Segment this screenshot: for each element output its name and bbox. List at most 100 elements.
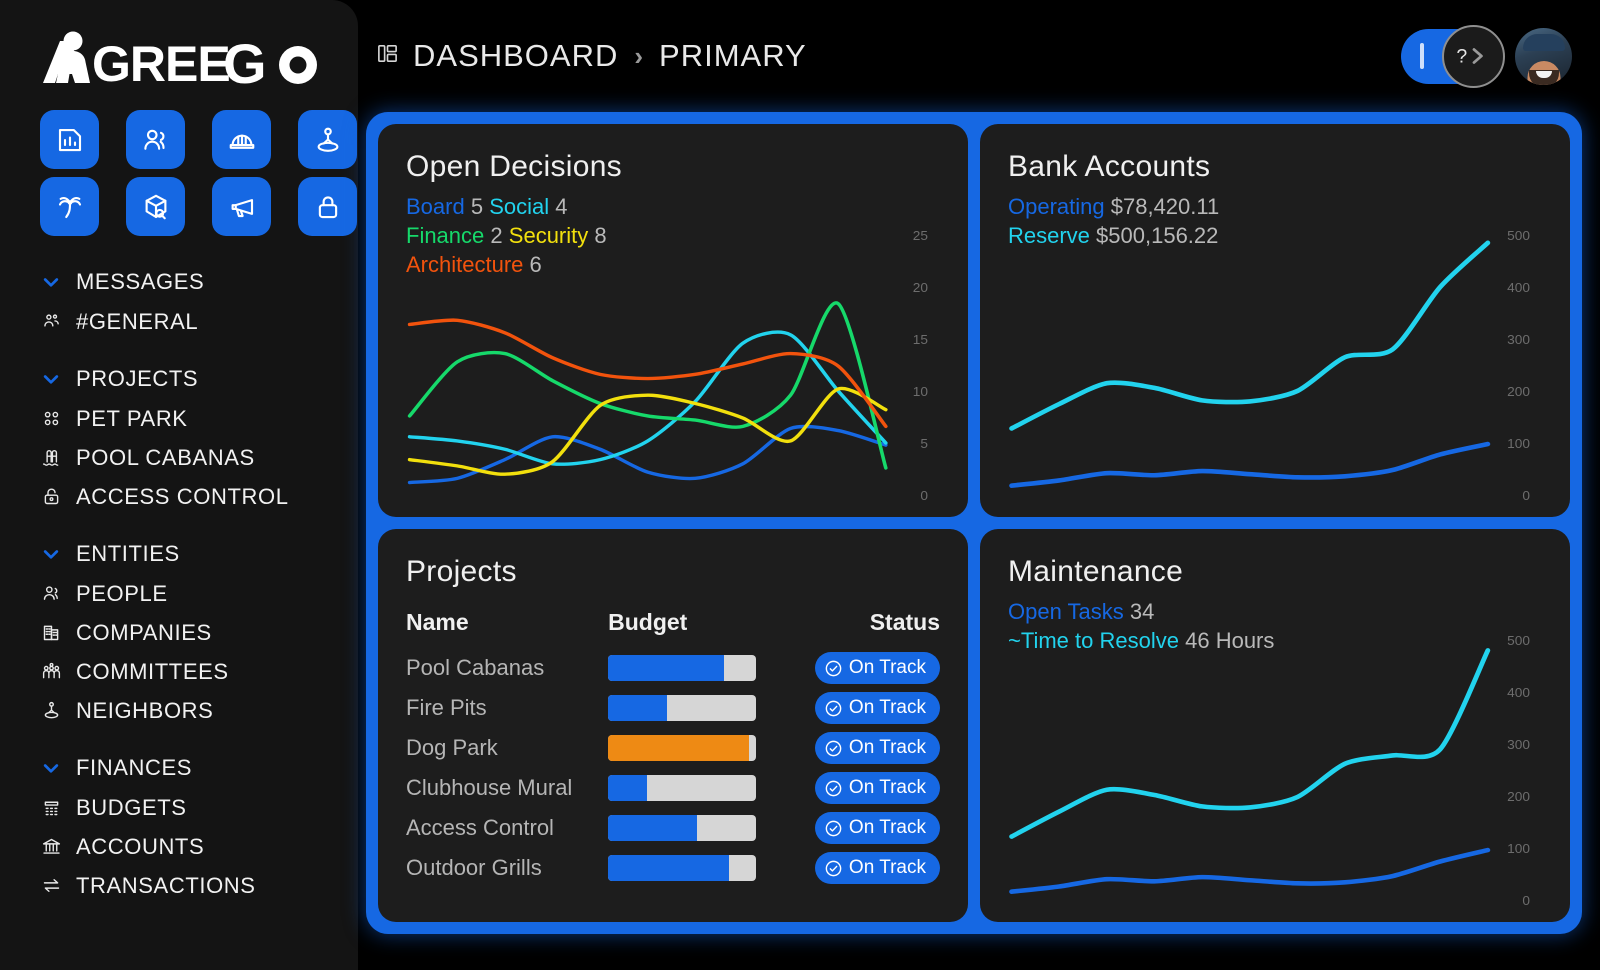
project-name: Fire Pits [406,695,487,720]
axis-tick-label: 200 [1507,384,1530,399]
help-toggle[interactable]: ? [1401,24,1505,88]
neighbor-icon[interactable] [298,110,357,169]
budget-bar [608,695,757,721]
status-badge[interactable]: On Track [814,852,940,884]
sidebar-item-pool-cabanas[interactable]: POOL CABANAS [40,438,358,477]
help-chevron-icon[interactable]: ? [1442,24,1505,88]
axis-tick-label: 25 [913,228,928,243]
cell-budget [608,808,788,848]
series-line [407,301,888,470]
chevron-down-icon [40,543,62,565]
nav-group-label: ENTITIES [76,541,180,566]
status-badge[interactable]: On Track [814,652,940,684]
legend-label-finance: Finance [406,223,485,249]
svg-text:GREE: GREE [92,36,230,87]
stat-row: Reserve $500,156.22 [1008,221,1542,250]
table-row[interactable]: Dog Park On Track [406,728,940,768]
budget-bar [608,855,757,881]
sidebar-item-access-control[interactable]: ACCESS CONTROL [40,477,358,516]
status-badge[interactable]: On Track [814,812,940,844]
legend-value-architecture: 6 [529,252,542,278]
sidebar-item-companies[interactable]: COMPANIES [40,613,358,652]
legend-value-finance: 2 [490,223,503,249]
stat-label-operating: Operating [1008,194,1105,219]
people-icon[interactable] [126,110,185,169]
nav-group-label: MESSAGES [76,269,205,294]
brand-logo[interactable]: GREE G [0,0,358,88]
svg-text:G: G [223,32,265,87]
avatar[interactable] [1515,27,1572,85]
sidebar-item-accounts[interactable]: ACCOUNTS [40,827,358,866]
cell-status: On Track [788,848,940,888]
sidebar-item-label: COMMITTEES [76,658,229,684]
axis-tick-label: 100 [1507,841,1530,856]
nav-group-entities: ENTITIES PEOPLE COMPANIES [40,534,358,730]
budget-bar-fill [608,815,697,841]
bank-accounts-chart: 0 100 200 300 400 500 [980,217,1570,517]
legend-value-security: 8 [594,223,607,249]
series-line [1009,648,1491,839]
sidebar-item-label: TRANSACTIONS [76,872,256,898]
breadcrumb-current: PRIMARY [659,38,807,73]
palm-tree-icon[interactable] [40,177,99,236]
stat-label-open-tasks: Open Tasks [1008,599,1124,624]
check-circle-icon [825,780,842,796]
nav-group-header-entities[interactable]: ENTITIES [40,534,358,574]
check-circle-icon [825,820,842,836]
lock-icon[interactable] [298,177,357,236]
table-header-row: Name Budget Status [406,609,940,648]
package-search-icon[interactable] [126,177,185,236]
status-badge[interactable]: On Track [814,772,940,804]
legend-row: Architecture 6 [406,250,940,279]
check-circle-icon [825,740,842,756]
table-row[interactable]: Clubhouse Mural On Track [406,768,940,808]
card-bank-accounts: Bank Accounts Operating $78,420.11 Reser… [980,124,1570,517]
sidebar-item-label: NEIGHBORS [76,697,214,723]
sidebar-item-transactions[interactable]: TRANSACTIONS [40,866,358,905]
sidebar-item-neighbors[interactable]: NEIGHBORS [40,691,358,730]
reports-icon[interactable] [40,110,99,169]
col-header-budget: Budget [608,609,688,635]
nav-group-header-messages[interactable]: MESSAGES [40,262,358,302]
axis-tick-label: 0 [1522,893,1530,908]
table-row[interactable]: Access Control On Track [406,808,940,848]
table-row[interactable]: Pool Cabanas On Track [406,648,940,688]
hard-hat-icon[interactable] [212,110,271,169]
legend-row: Finance 2 Security 8 [406,221,940,250]
nav-group-projects: PROJECTS PET PARK POOL CABANAS [40,359,358,516]
budget-bar-fill [608,855,730,881]
axis-tick-label: 10 [913,384,928,399]
sidebar-item-committees[interactable]: COMMITTEES [40,652,358,691]
axis-tick-label: 400 [1507,685,1530,700]
nav-group-header-projects[interactable]: PROJECTS [40,359,358,399]
legend-row: Board 5 Social 4 [406,192,940,221]
cell-status: On Track [788,768,940,808]
check-circle-icon [825,660,842,676]
pool-icon [40,447,62,469]
megaphone-icon[interactable] [212,177,271,236]
series-line [407,424,888,485]
stat-value-time-to-resolve: 46 Hours [1185,628,1275,654]
sidebar-item-people[interactable]: PEOPLE [40,574,358,613]
status-badge[interactable]: On Track [814,732,940,764]
card-open-decisions: Open Decisions Board 5 Social 4 Finance … [378,124,968,517]
budget-bar-fill [608,695,668,721]
cell-budget [608,848,788,888]
table-row[interactable]: Fire Pits On Track [406,688,940,728]
cell-budget [608,768,788,808]
table-row[interactable]: Outdoor Grills On Track [406,848,940,888]
sidebar-item-general[interactable]: #GENERAL [40,302,358,341]
cell-status: On Track [788,808,940,848]
status-label: On Track [848,657,926,678]
sidebar-item-pet-park[interactable]: PET PARK [40,399,358,438]
status-badge[interactable]: On Track [814,692,940,724]
nav-group-header-finances[interactable]: FINANCES [40,748,358,788]
top-bar: DASHBOARD › PRIMARY ? [358,0,1600,112]
breadcrumb-root[interactable]: DASHBOARD [413,38,619,73]
cell-status: On Track [788,688,940,728]
sidebar: GREE G [0,0,358,970]
lock-icon [40,486,62,508]
sidebar-item-budgets[interactable]: BUDGETS [40,788,358,827]
legend-label-security: Security [508,223,589,249]
